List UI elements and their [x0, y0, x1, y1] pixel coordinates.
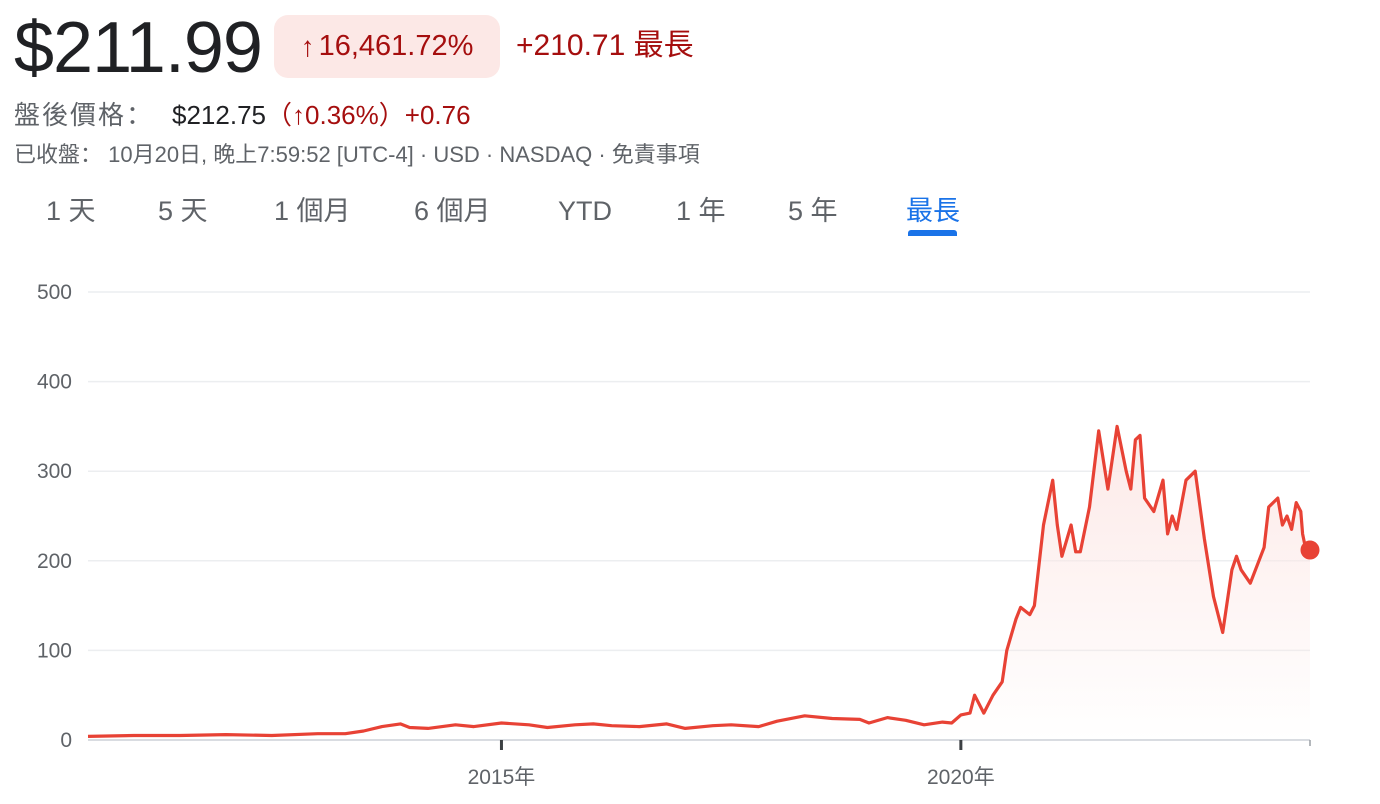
tab-5d[interactable]: 5 天	[158, 190, 208, 236]
after-hours-percent: 0.36%	[305, 100, 379, 130]
after-hours-label: 盤後價格：	[14, 100, 154, 130]
after-hours-open-paren: （	[266, 100, 292, 130]
active-tab-indicator	[908, 230, 957, 236]
after-hours-change: +0.76	[405, 100, 471, 130]
tab-6m[interactable]: 6 個月	[414, 190, 491, 236]
tab-5y[interactable]: 5 年	[788, 190, 838, 236]
y-tick-label: 400	[37, 371, 72, 394]
current-price: $211.99	[14, 8, 262, 88]
time-range-tabs: 1 天 5 天 1 個月 6 個月 YTD 1 年 5 年 最長	[0, 190, 1000, 236]
x-tick-label: 2020年	[927, 766, 995, 789]
y-tick-label: 500	[37, 281, 72, 304]
last-price-marker	[1301, 541, 1320, 560]
price-chart[interactable]: 0 100 200 300 400 500 2015年 2020年	[0, 260, 1380, 804]
percent-change-badge: ↑ 16,461.72%	[274, 15, 500, 78]
after-hours-row: 盤後價格： $212.75（↑0.36%）+0.76	[14, 96, 471, 134]
tab-1y[interactable]: 1 年	[676, 190, 726, 236]
y-tick-label: 300	[37, 460, 72, 483]
y-tick-label: 100	[37, 639, 72, 662]
after-hours-close-paren: ）	[379, 100, 405, 130]
y-tick-label: 200	[37, 550, 72, 573]
y-tick-label: 0	[60, 729, 72, 752]
up-arrow-icon: ↑	[292, 100, 305, 130]
tab-1d[interactable]: 1 天	[46, 190, 96, 236]
absolute-change-period: +210.71 最長	[516, 26, 694, 66]
market-status-meta[interactable]: 已收盤： 10月20日, 晚上7:59:52 [UTC-4] · USD · N…	[14, 140, 700, 170]
after-hours-price: $212.75	[172, 100, 266, 130]
up-arrow-icon: ↑	[301, 31, 315, 63]
x-tick-label: 2015年	[468, 766, 536, 789]
tab-ytd[interactable]: YTD	[558, 190, 612, 236]
percent-change-value: 16,461.72%	[319, 30, 474, 63]
tab-1m[interactable]: 1 個月	[274, 190, 351, 236]
